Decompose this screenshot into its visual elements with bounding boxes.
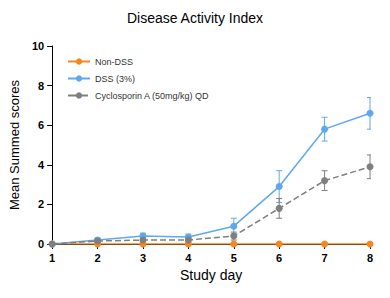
- svg-text:10: 10: [32, 40, 44, 52]
- svg-text:Mean Summed scores: Mean Summed scores: [7, 79, 22, 210]
- svg-text:1: 1: [49, 252, 55, 264]
- svg-text:DSS (3%): DSS (3%): [95, 74, 135, 84]
- svg-text:Disease Activity Index: Disease Activity Index: [127, 10, 263, 26]
- svg-text:6: 6: [38, 119, 44, 131]
- svg-text:7: 7: [322, 252, 328, 264]
- svg-text:8: 8: [38, 80, 44, 92]
- svg-text:4: 4: [38, 159, 45, 171]
- svg-text:Cyclosporin A (50mg/kg) QD: Cyclosporin A (50mg/kg) QD: [95, 91, 209, 101]
- svg-text:0: 0: [38, 238, 44, 250]
- svg-text:3: 3: [140, 252, 146, 264]
- svg-text:8: 8: [367, 252, 373, 264]
- svg-text:4: 4: [185, 252, 192, 264]
- svg-text:Non-DSS: Non-DSS: [95, 57, 133, 67]
- svg-text:Study day: Study day: [180, 267, 242, 283]
- svg-text:2: 2: [38, 198, 44, 210]
- svg-text:6: 6: [276, 252, 282, 264]
- svg-text:2: 2: [94, 252, 100, 264]
- svg-text:5: 5: [231, 252, 237, 264]
